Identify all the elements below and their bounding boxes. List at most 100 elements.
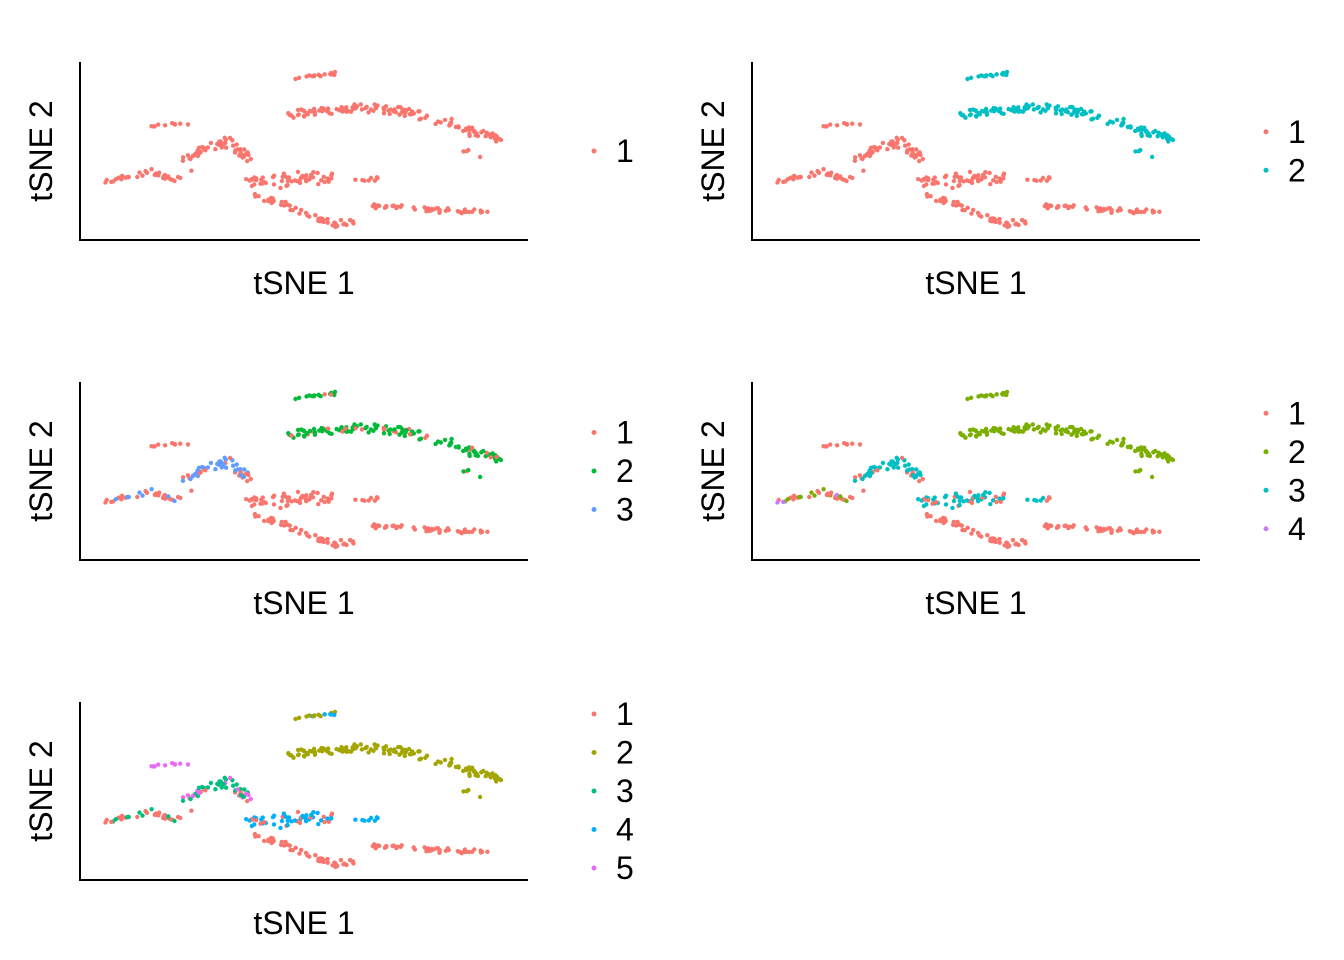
data-point — [961, 433, 966, 438]
data-point — [955, 494, 960, 499]
data-point — [957, 178, 962, 183]
data-point — [488, 455, 493, 460]
data-point — [154, 172, 160, 178]
data-point — [412, 847, 418, 852]
data-point — [1128, 444, 1133, 449]
data-point — [1096, 113, 1102, 118]
data-point — [943, 519, 948, 524]
data-point — [925, 194, 930, 199]
data-point — [279, 199, 284, 205]
data-point — [364, 744, 369, 750]
data-point — [343, 426, 348, 431]
data-point — [396, 424, 401, 430]
data-point — [119, 813, 125, 818]
data-point — [1083, 431, 1089, 436]
data-point — [321, 107, 326, 112]
data-point — [109, 499, 114, 505]
data-point — [329, 496, 334, 501]
data-point — [466, 849, 471, 855]
data-point — [938, 519, 943, 524]
data-point — [917, 478, 922, 484]
data-point — [1030, 102, 1035, 107]
data-point — [857, 153, 863, 158]
data-point — [1070, 204, 1075, 209]
data-point — [218, 781, 223, 786]
data-point — [885, 147, 890, 152]
data-point — [997, 426, 1003, 431]
data-point — [981, 492, 986, 497]
data-point — [366, 750, 371, 755]
data-point — [321, 217, 326, 223]
data-point — [412, 207, 418, 212]
data-point — [374, 524, 380, 529]
data-point — [366, 110, 371, 115]
data-point — [262, 500, 267, 505]
data-point — [781, 499, 786, 505]
data-point — [335, 863, 340, 869]
data-point — [1121, 436, 1126, 442]
data-point — [328, 712, 334, 717]
data-point — [140, 173, 145, 178]
data-point — [135, 494, 140, 500]
data-point — [1166, 139, 1171, 144]
data-point — [907, 467, 912, 472]
data-point — [261, 518, 267, 524]
data-point — [417, 429, 422, 434]
legend-key-1 — [1263, 410, 1269, 416]
data-point — [916, 177, 921, 182]
data-point — [1011, 105, 1016, 110]
data-point — [1015, 426, 1020, 431]
data-point — [278, 505, 283, 511]
data-point — [844, 122, 850, 127]
data-point — [313, 853, 318, 858]
data-point — [891, 145, 896, 150]
data-point — [1121, 116, 1126, 122]
data-point — [143, 488, 148, 494]
legend-label-1: 1 — [1288, 114, 1306, 150]
data-point — [932, 175, 937, 180]
legend-key-1 — [1263, 129, 1269, 135]
data-point — [282, 523, 287, 528]
data-point — [256, 194, 261, 199]
data-point — [981, 172, 986, 177]
data-point — [279, 178, 285, 184]
data-point — [218, 461, 223, 466]
data-point — [387, 751, 392, 757]
data-point — [1096, 207, 1101, 212]
y-axis-label: tSNE 2 — [23, 740, 59, 841]
data-point — [1012, 429, 1017, 434]
data-point — [857, 122, 863, 127]
legend-key-2 — [591, 468, 597, 474]
data-point — [329, 816, 334, 821]
data-point — [494, 134, 499, 140]
data-point — [303, 530, 309, 536]
data-point — [402, 113, 407, 119]
data-point — [135, 814, 140, 820]
data-point — [266, 199, 271, 204]
data-point — [821, 487, 826, 492]
data-point — [227, 455, 233, 461]
data-point — [374, 844, 380, 849]
data-point — [955, 174, 960, 179]
data-point — [997, 496, 1002, 501]
data-point — [126, 174, 131, 180]
data-point — [1129, 209, 1134, 215]
data-point — [321, 494, 326, 499]
data-point — [967, 169, 973, 175]
data-point — [791, 493, 797, 498]
data-point — [190, 153, 196, 159]
data-point — [339, 105, 344, 110]
data-point — [223, 145, 229, 150]
data-point — [258, 181, 263, 186]
data-point — [188, 156, 193, 162]
data-point — [834, 172, 840, 178]
data-point — [215, 461, 220, 467]
data-point — [360, 817, 365, 823]
data-point — [392, 747, 397, 752]
data-point — [1084, 207, 1090, 212]
data-point — [113, 817, 119, 822]
data-point — [988, 181, 993, 187]
